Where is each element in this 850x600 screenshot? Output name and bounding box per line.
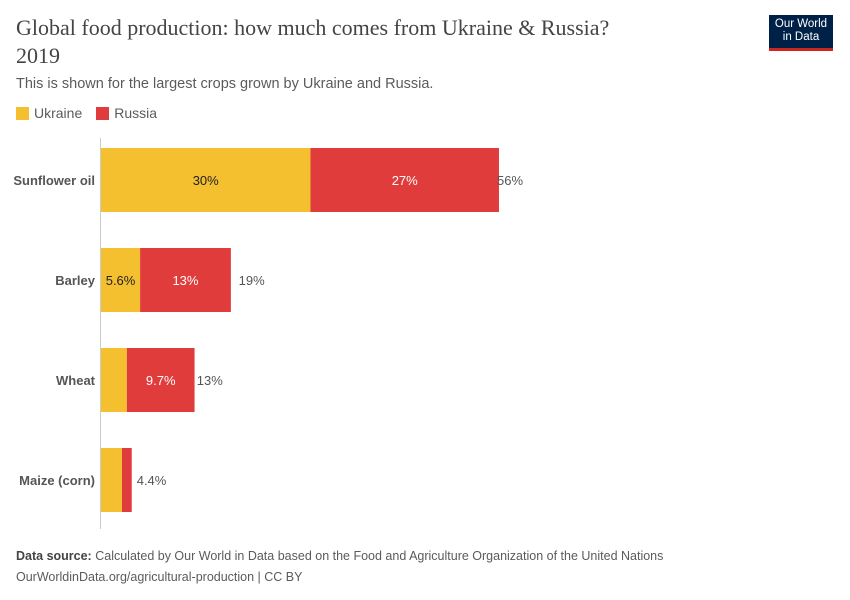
- source-label: Data source:: [16, 549, 92, 563]
- data-label: 30%: [193, 173, 219, 188]
- bar-ukraine: [101, 148, 311, 212]
- data-label: 5.6%: [106, 273, 136, 288]
- data-label: 27%: [392, 173, 418, 188]
- data-label: 13%: [172, 273, 198, 288]
- bar-russia: [140, 248, 231, 312]
- total-label: 19%: [239, 273, 265, 288]
- source-text: Calculated by Our World in Data based on…: [95, 549, 664, 563]
- owid-logo[interactable]: Our World in Data: [769, 15, 833, 51]
- bar-ukraine: [101, 248, 141, 312]
- bar-ukraine: [101, 348, 127, 412]
- category-label: Sunflower oil: [13, 173, 95, 188]
- legend-swatch: [96, 106, 110, 120]
- legend-swatch: [16, 106, 29, 120]
- bar-ukraine: [101, 448, 122, 512]
- legend: Ukraine Russia: [16, 105, 157, 121]
- bar-russia: [121, 448, 132, 512]
- header: Global food production: how much comes f…: [16, 14, 746, 94]
- bar-russia: [310, 148, 499, 212]
- category-label: Maize (corn): [19, 473, 95, 488]
- total-label: 56%: [497, 173, 523, 188]
- category-label: Wheat: [56, 373, 96, 388]
- legend-label: Ukraine: [34, 105, 83, 121]
- chart-title: Global food production: how much comes f…: [16, 14, 746, 70]
- category-label: Barley: [55, 273, 96, 288]
- chart-subtitle: This is shown for the largest crops grow…: [16, 76, 434, 92]
- legend-item-ukraine[interactable]: Ukraine: [16, 105, 82, 121]
- footer: Data source: Calculated by Our World in …: [16, 546, 836, 588]
- total-label: 13%: [197, 373, 223, 388]
- legend-label: Russia: [114, 105, 158, 121]
- total-label: 4.4%: [137, 473, 167, 488]
- legend-item-russia[interactable]: Russia: [96, 105, 157, 121]
- title-text: Global food production: how much comes f…: [16, 15, 610, 40]
- footer-url[interactable]: OurWorldinData.org/agricultural-producti…: [16, 570, 303, 584]
- bar-russia: [126, 348, 195, 412]
- title-year: 2019: [16, 43, 60, 68]
- data-label: 9.7%: [146, 373, 176, 388]
